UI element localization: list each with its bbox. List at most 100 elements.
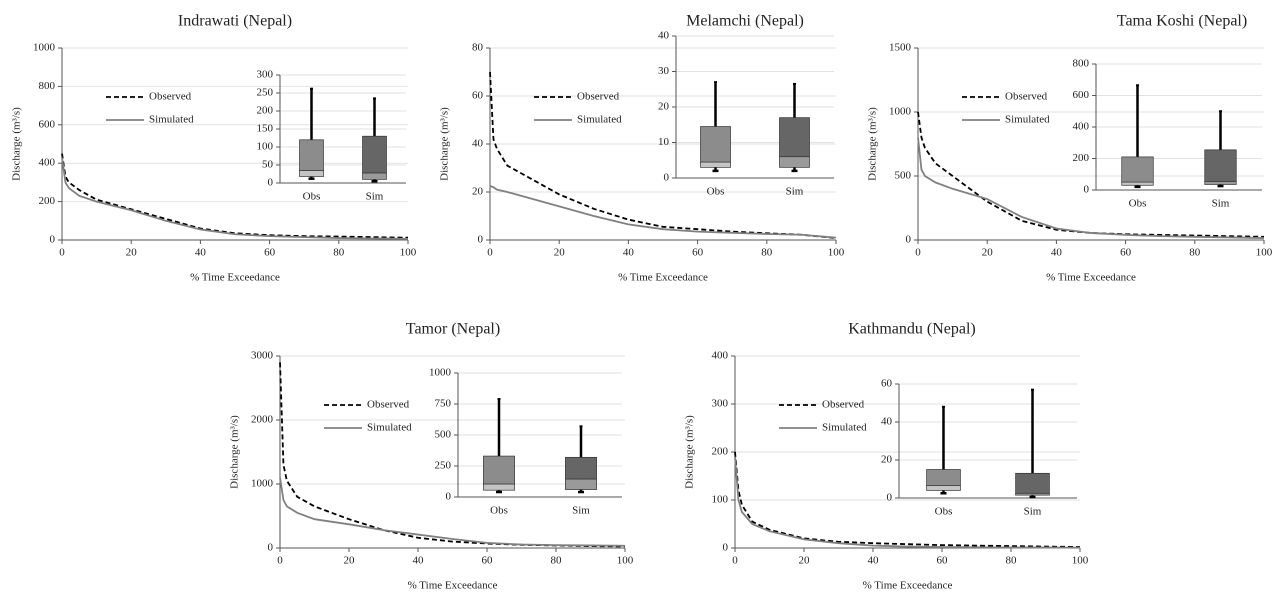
inset-y-tick-label: 20 <box>658 101 670 113</box>
box-lower <box>926 485 961 491</box>
inset-x-tick-label: Sim <box>1024 506 1042 518</box>
inset-y-tick-label: 10 <box>658 136 670 148</box>
box-upper <box>779 117 810 158</box>
line-series <box>917 111 1265 238</box>
box-upper <box>1121 156 1154 183</box>
y-tick-label: 2000 <box>251 414 274 426</box>
chart-title: Tamor (Nepal) <box>406 321 500 338</box>
inset-y-tick-label: 1000 <box>429 367 452 379</box>
y-tick-label: 1000 <box>889 106 912 118</box>
x-tick-label: 60 <box>264 247 276 259</box>
y-axis-label: Discharge (m³/s) <box>867 107 879 181</box>
y-tick-label: 0 <box>478 234 484 246</box>
y-tick-label: 1500 <box>889 42 912 54</box>
y-axis-label: Discharge (m³/s) <box>684 415 696 489</box>
inset-x-tick-label: Obs <box>707 186 725 198</box>
inset-x-tick-label: Sim <box>572 505 590 517</box>
legend-label: Observed <box>149 91 192 103</box>
y-tick-label: 60 <box>472 90 484 102</box>
chart-title: Indrawati (Nepal) <box>178 13 292 30</box>
chart-title: Melamchi (Nepal) <box>686 13 804 30</box>
x-tick-label: 0 <box>915 247 921 259</box>
y-tick-label: 100 <box>712 494 729 506</box>
inset-y-tick-label: 200 <box>1073 152 1090 164</box>
inset-y-tick-label: 30 <box>658 65 670 77</box>
x-tick-label: 20 <box>344 555 356 567</box>
box-lower <box>779 156 810 168</box>
inset-y-tick-label: 0 <box>446 491 452 503</box>
box-upper <box>362 135 387 174</box>
inset-y-tick-label: 600 <box>1073 89 1090 101</box>
box-lower <box>299 170 324 177</box>
inset-y-tick-label: 250 <box>435 460 452 472</box>
inset-y-tick-label: 0 <box>268 177 274 189</box>
y-tick-label: 0 <box>268 542 274 554</box>
line-series <box>61 157 409 240</box>
legend-label: Simulated <box>822 422 867 434</box>
x-tick-label: 100 <box>1072 555 1089 567</box>
x-tick-label: 40 <box>623 247 635 259</box>
x-tick-label: 20 <box>799 555 811 567</box>
inset-y-tick-label: 100 <box>257 141 274 153</box>
x-tick-label: 100 <box>400 247 417 259</box>
x-tick-label: 100 <box>828 247 845 259</box>
inset-x-tick-label: Sim <box>1212 198 1230 210</box>
line-series <box>279 477 626 547</box>
x-axis-label: % Time Exceedance <box>1046 272 1136 284</box>
inset-y-tick-label: 60 <box>881 378 893 390</box>
y-tick-label: 500 <box>895 170 912 182</box>
inset-y-tick-label: 0 <box>664 172 670 184</box>
line-series <box>917 137 1265 239</box>
inset-y-tick-label: 800 <box>1073 58 1090 70</box>
line-series <box>734 456 1081 549</box>
chart-title: Kathmandu (Nepal) <box>848 321 976 338</box>
y-tick-label: 0 <box>50 234 56 246</box>
legend-label: Simulated <box>149 114 194 126</box>
box-upper <box>926 469 961 486</box>
y-tick-label: 0 <box>906 234 912 246</box>
inset-x-tick-label: Obs <box>1129 198 1147 210</box>
inset-y-tick-label: 500 <box>435 429 452 441</box>
x-tick-label: 100 <box>1256 247 1273 259</box>
inset-x-tick-label: Obs <box>490 505 508 517</box>
box-upper <box>565 456 597 480</box>
legend-label: Simulated <box>577 114 622 126</box>
line-series <box>279 362 626 548</box>
inset-x-tick-label: Obs <box>935 506 953 518</box>
y-axis-label: Discharge (m³/s) <box>439 107 451 181</box>
y-tick-label: 400 <box>39 157 56 169</box>
inset-y-tick-label: 250 <box>257 87 274 99</box>
x-tick-label: 0 <box>277 555 283 567</box>
x-tick-label: 40 <box>868 555 880 567</box>
x-tick-label: 80 <box>1189 247 1201 259</box>
x-axis-label: % Time Exceedance <box>408 580 498 592</box>
inset-y-tick-label: 750 <box>435 398 452 410</box>
inset-y-tick-label: 0 <box>1084 184 1090 196</box>
box-lower <box>362 172 387 180</box>
y-tick-label: 200 <box>712 446 729 458</box>
box-upper <box>700 126 731 163</box>
legend-label: Observed <box>577 91 620 103</box>
line-series <box>61 153 409 239</box>
x-tick-label: 80 <box>761 247 773 259</box>
y-tick-label: 800 <box>39 80 56 92</box>
legend-label: Simulated <box>367 422 412 434</box>
x-tick-label: 40 <box>1051 247 1063 259</box>
legend-label: Simulated <box>1005 114 1050 126</box>
legend-label: Observed <box>822 399 865 411</box>
inset-y-tick-label: 40 <box>658 30 670 42</box>
y-tick-label: 0 <box>723 542 729 554</box>
inset-y-tick-label: 0 <box>887 492 893 504</box>
inset-y-tick-label: 300 <box>257 69 274 81</box>
x-tick-label: 60 <box>692 247 704 259</box>
x-tick-label: 20 <box>982 247 994 259</box>
x-tick-label: 60 <box>1120 247 1132 259</box>
y-tick-label: 300 <box>712 398 729 410</box>
box-lower <box>483 483 515 491</box>
y-tick-label: 1000 <box>33 42 56 54</box>
inset-y-tick-label: 400 <box>1073 121 1090 133</box>
y-tick-label: 40 <box>472 138 484 150</box>
box-lower <box>1121 181 1154 186</box>
box-upper <box>1204 149 1237 182</box>
y-tick-label: 20 <box>472 186 484 198</box>
